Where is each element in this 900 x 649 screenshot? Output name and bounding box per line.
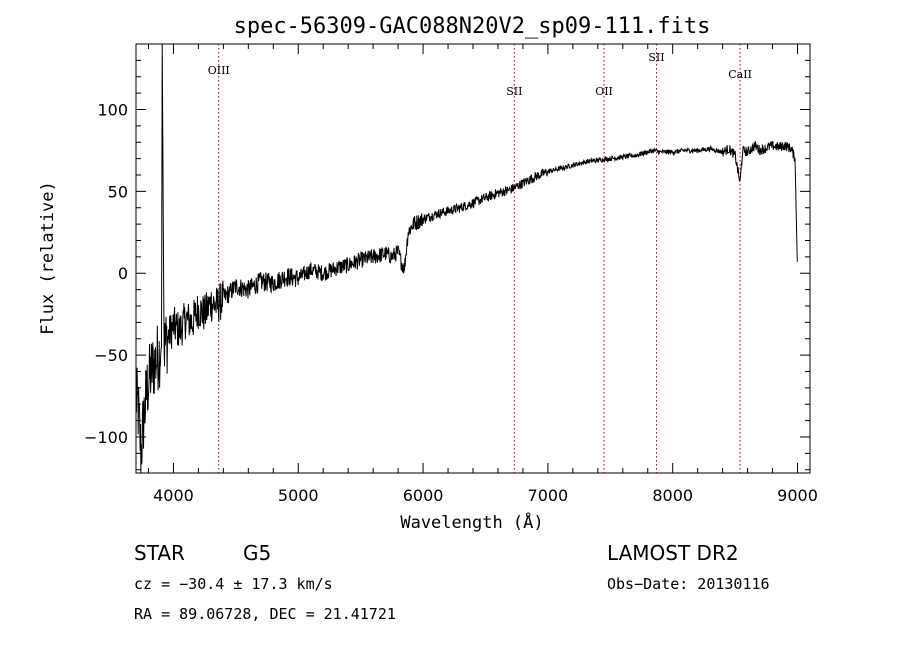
- x-tick-label: 6000: [403, 486, 444, 505]
- y-tick-label: −100: [84, 428, 128, 447]
- spectrum-series-line: [135, 43, 798, 474]
- x-tick-label: 9000: [777, 486, 818, 505]
- reference-line-label: OIII: [208, 64, 230, 77]
- redshift-velocity: cz = −30.4 ± 17.3 km/s: [134, 575, 333, 593]
- plot-frame: [135, 43, 811, 474]
- y-tick-label: −50: [94, 346, 128, 365]
- reference-line-label: SII: [648, 51, 664, 64]
- y-axis-label: Flux (relative): [38, 181, 58, 335]
- x-tick-label: 8000: [652, 486, 693, 505]
- reference-line-label: SII: [506, 85, 522, 98]
- chart-title: spec-56309-GAC088N20V2_sp09-111.fits: [234, 14, 711, 39]
- reference-line-label: OII: [595, 85, 613, 98]
- axis-ticks: [136, 43, 810, 473]
- axis-tick-labels: 4000 5000 6000 7000 8000 9000 −100 −50 0 50 100: [84, 100, 818, 505]
- x-tick-label: 5000: [278, 486, 319, 505]
- coordinates: RA = 89.06728, DEC = 21.41721: [134, 605, 396, 623]
- survey-name: LAMOST DR2: [607, 541, 739, 565]
- y-tick-label: 0: [118, 264, 128, 283]
- observation-date: Obs−Date: 20130116: [607, 575, 770, 593]
- object-class: STAR: [134, 541, 185, 565]
- reference-lines: OIII SII OII SII CaII: [208, 44, 752, 473]
- x-axis-label: Wavelength (Å): [400, 511, 543, 533]
- object-subclass: G5: [243, 541, 271, 565]
- x-tick-label: 7000: [528, 486, 569, 505]
- y-tick-label: 100: [97, 100, 128, 119]
- y-tick-label: 50: [108, 182, 128, 201]
- reference-line-label: CaII: [728, 68, 752, 81]
- x-tick-label: 4000: [153, 486, 194, 505]
